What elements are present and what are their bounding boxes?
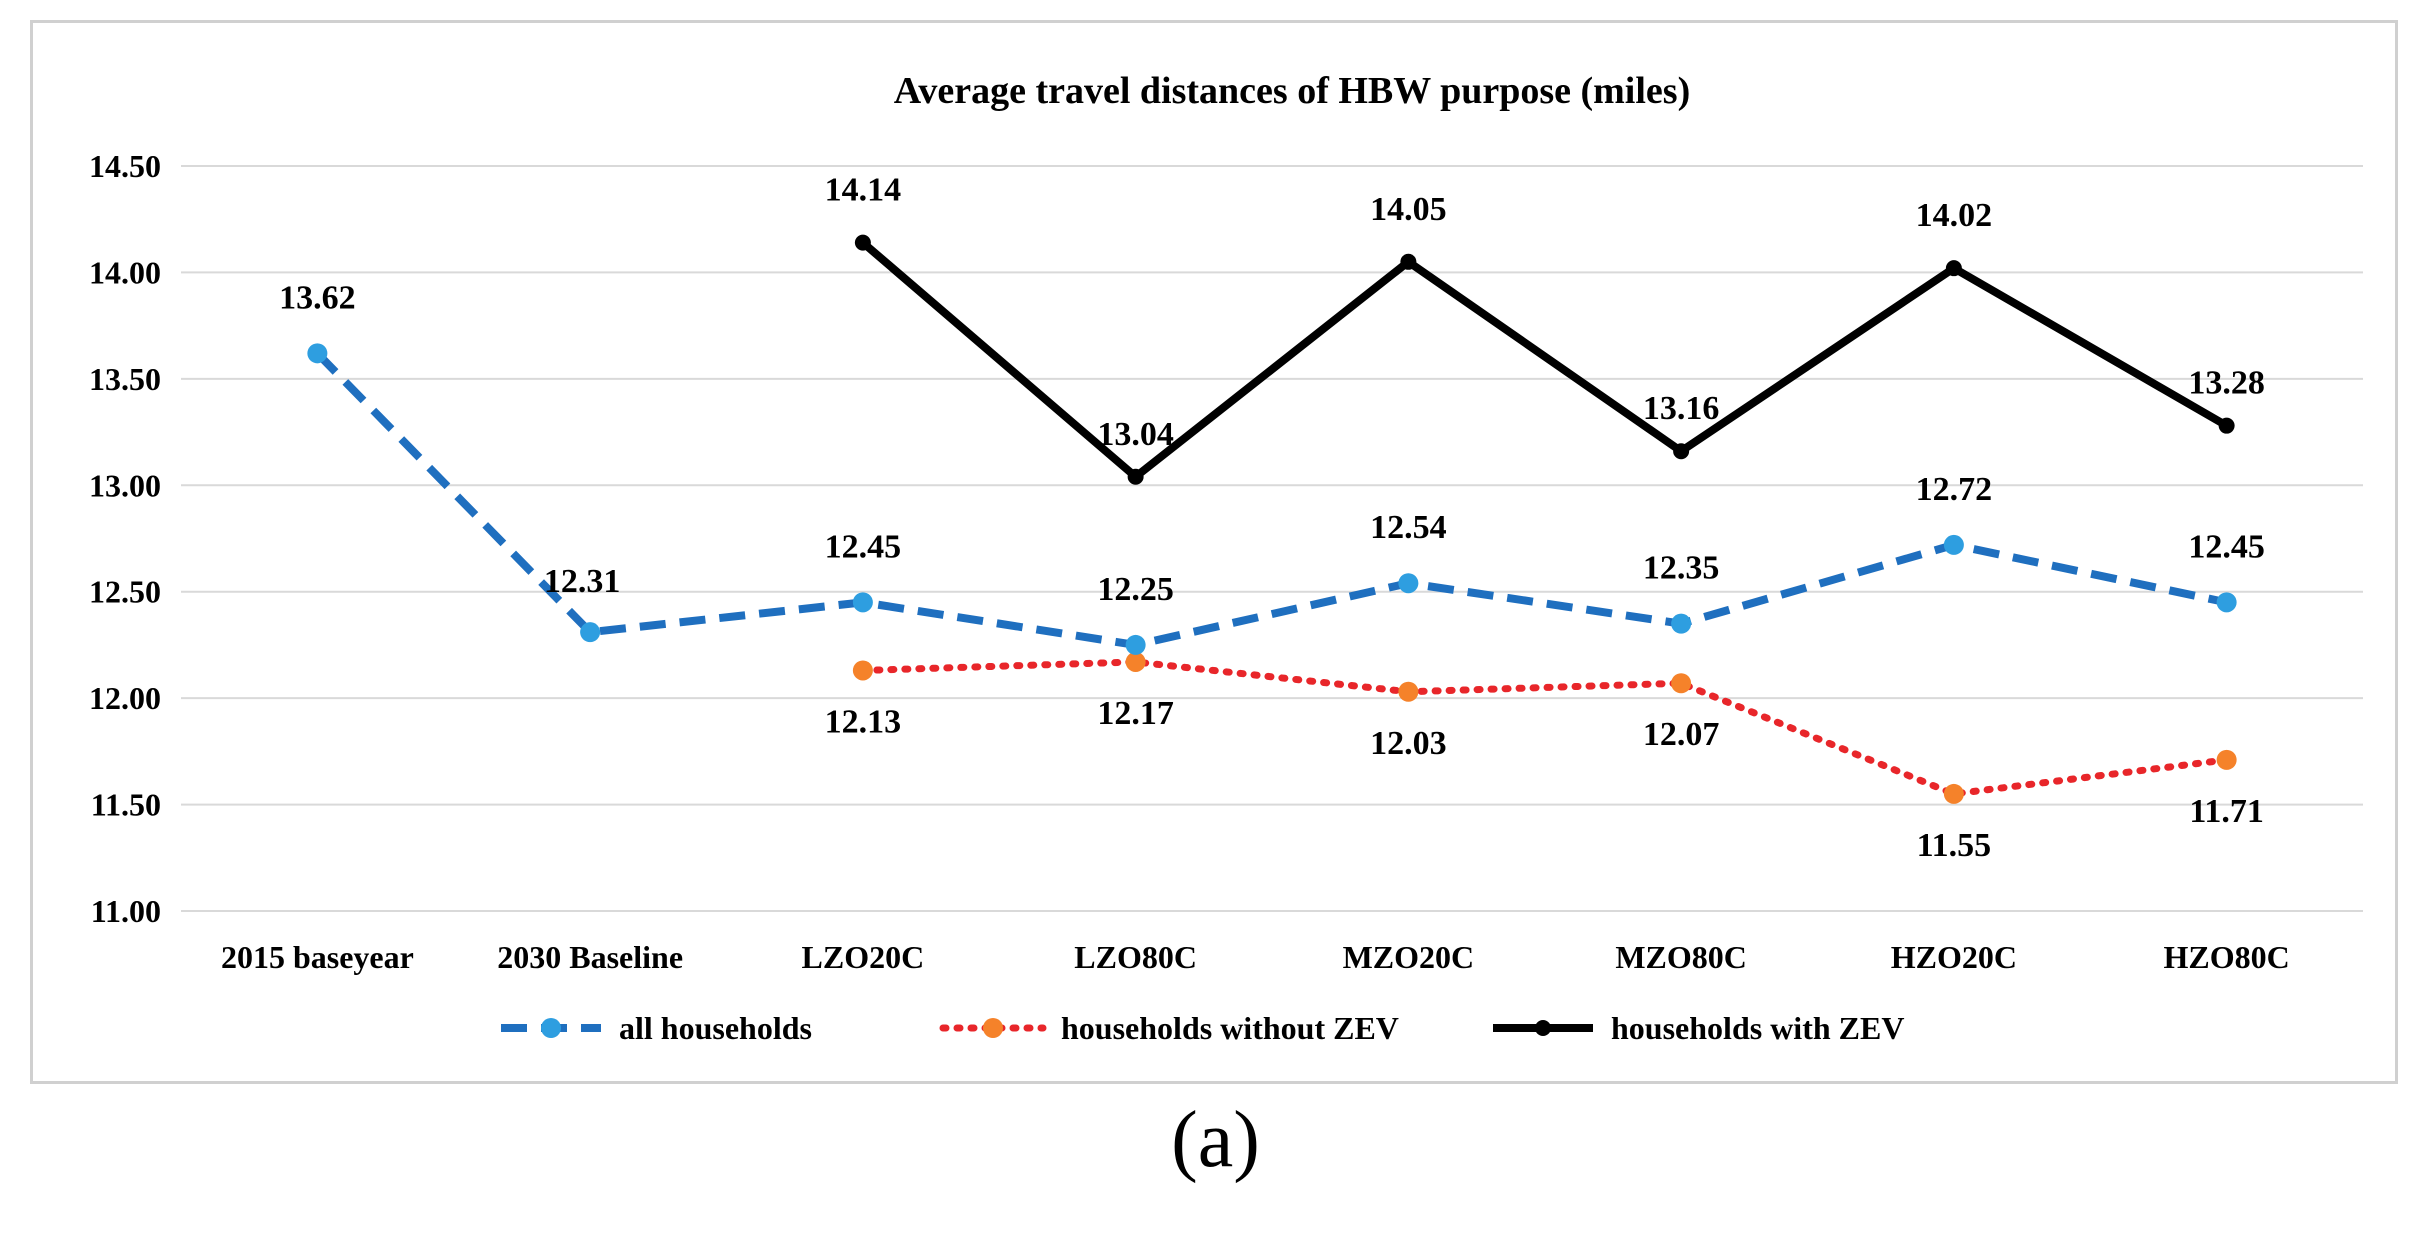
data-label: 14.14 (825, 172, 902, 209)
series-2-point (1127, 468, 1144, 485)
legend-label: all households (619, 1010, 812, 1046)
x-tick-label: MZO20C (1343, 939, 1475, 975)
legend-label: households with ZEV (1611, 1010, 1904, 1046)
data-label: 12.31 (544, 563, 621, 600)
y-axis-ticks: 11.00 11.50 12.00 12.50 13.00 13.50 14.00 14.50 (89, 148, 161, 929)
legend-marker-2 (1535, 1020, 1551, 1036)
series-2-point (854, 234, 871, 251)
data-label: 13.04 (1097, 416, 1174, 453)
series-0-point (1125, 634, 1146, 655)
data-label: 11.71 (2189, 793, 2264, 830)
series-0-point (1671, 613, 1692, 634)
y-tick-label: 13.00 (89, 467, 161, 503)
data-label: 14.05 (1370, 191, 1447, 228)
data-label: 14.02 (1916, 197, 1993, 234)
series-2-point (1673, 443, 1690, 460)
gridlines (181, 165, 2363, 912)
x-tick-label: MZO80C (1615, 939, 1747, 975)
series-0-point (852, 592, 873, 613)
data-label: 12.72 (1916, 471, 1993, 508)
x-axis-ticks: 2015 baseyear 2030 Baseline LZO20C LZO80C MZ… (221, 939, 2290, 975)
data-label: 13.62 (279, 279, 356, 316)
data-label: 12.45 (2188, 528, 2265, 565)
data-label: 12.17 (1097, 695, 1174, 732)
series-0-point (1943, 534, 1964, 555)
legend-marker-1 (983, 1018, 1003, 1038)
x-tick-label: 2030 Baseline (497, 939, 683, 975)
y-tick-label: 12.50 (89, 574, 161, 610)
series-1-point (1943, 783, 1964, 804)
series-1-point (2216, 749, 2237, 770)
legend: all households households without ZEV hous… (501, 1010, 1904, 1046)
data-label: 12.07 (1643, 716, 1720, 753)
x-tick-label: LZO20C (802, 939, 925, 975)
series-2-point (2218, 417, 2235, 434)
data-label: 13.16 (1643, 390, 1720, 427)
data-label: 11.55 (1917, 827, 1992, 864)
series-line-0 (314, 350, 2228, 649)
series-line-1 (859, 658, 2231, 798)
line-chart: Average travel distances of HBW purpose … (89, 70, 2363, 1046)
series-1-point (1671, 673, 1692, 694)
series-1-point (1398, 681, 1419, 702)
data-label: 13.28 (2188, 365, 2265, 402)
data-label: 12.13 (825, 703, 902, 740)
y-tick-label: 13.50 (89, 361, 161, 397)
y-tick-label: 14.00 (89, 254, 161, 290)
x-tick-label: 2015 baseyear (221, 939, 414, 975)
y-tick-label: 11.00 (91, 893, 161, 929)
series-line-2 (860, 239, 2229, 481)
x-tick-label: LZO80C (1074, 939, 1197, 975)
y-tick-label: 14.50 (89, 148, 161, 184)
x-tick-label: HZO80C (2164, 939, 2290, 975)
data-labels: 13.62 12.31 12.45 12.25 12.54 12.35 12.72 12.45… (279, 172, 2265, 864)
series-0-point (1398, 573, 1419, 594)
data-label: 12.54 (1370, 509, 1447, 546)
series-2-point (1400, 253, 1417, 270)
chart-frame: Average travel distances of HBW purpose … (30, 20, 2398, 1084)
data-label: 12.25 (1097, 571, 1174, 608)
data-label: 12.35 (1643, 550, 1720, 587)
figure-caption: (a) (1171, 1096, 1260, 1184)
data-label: 12.45 (825, 528, 902, 565)
series-0-point (580, 622, 601, 643)
series-0-point (2216, 592, 2237, 613)
series-1-point (1125, 651, 1146, 672)
series-layer (307, 234, 2237, 804)
series-0-point (307, 343, 328, 364)
y-tick-label: 12.00 (89, 680, 161, 716)
y-tick-label: 11.50 (91, 787, 161, 823)
legend-label: households without ZEV (1061, 1010, 1399, 1046)
series-1-point (852, 660, 873, 681)
legend-marker-0 (541, 1018, 561, 1038)
data-label: 12.03 (1370, 725, 1447, 762)
series-2-point (1945, 260, 1962, 277)
chart-title: Average travel distances of HBW purpose … (894, 70, 1690, 112)
x-tick-label: HZO20C (1891, 939, 2017, 975)
